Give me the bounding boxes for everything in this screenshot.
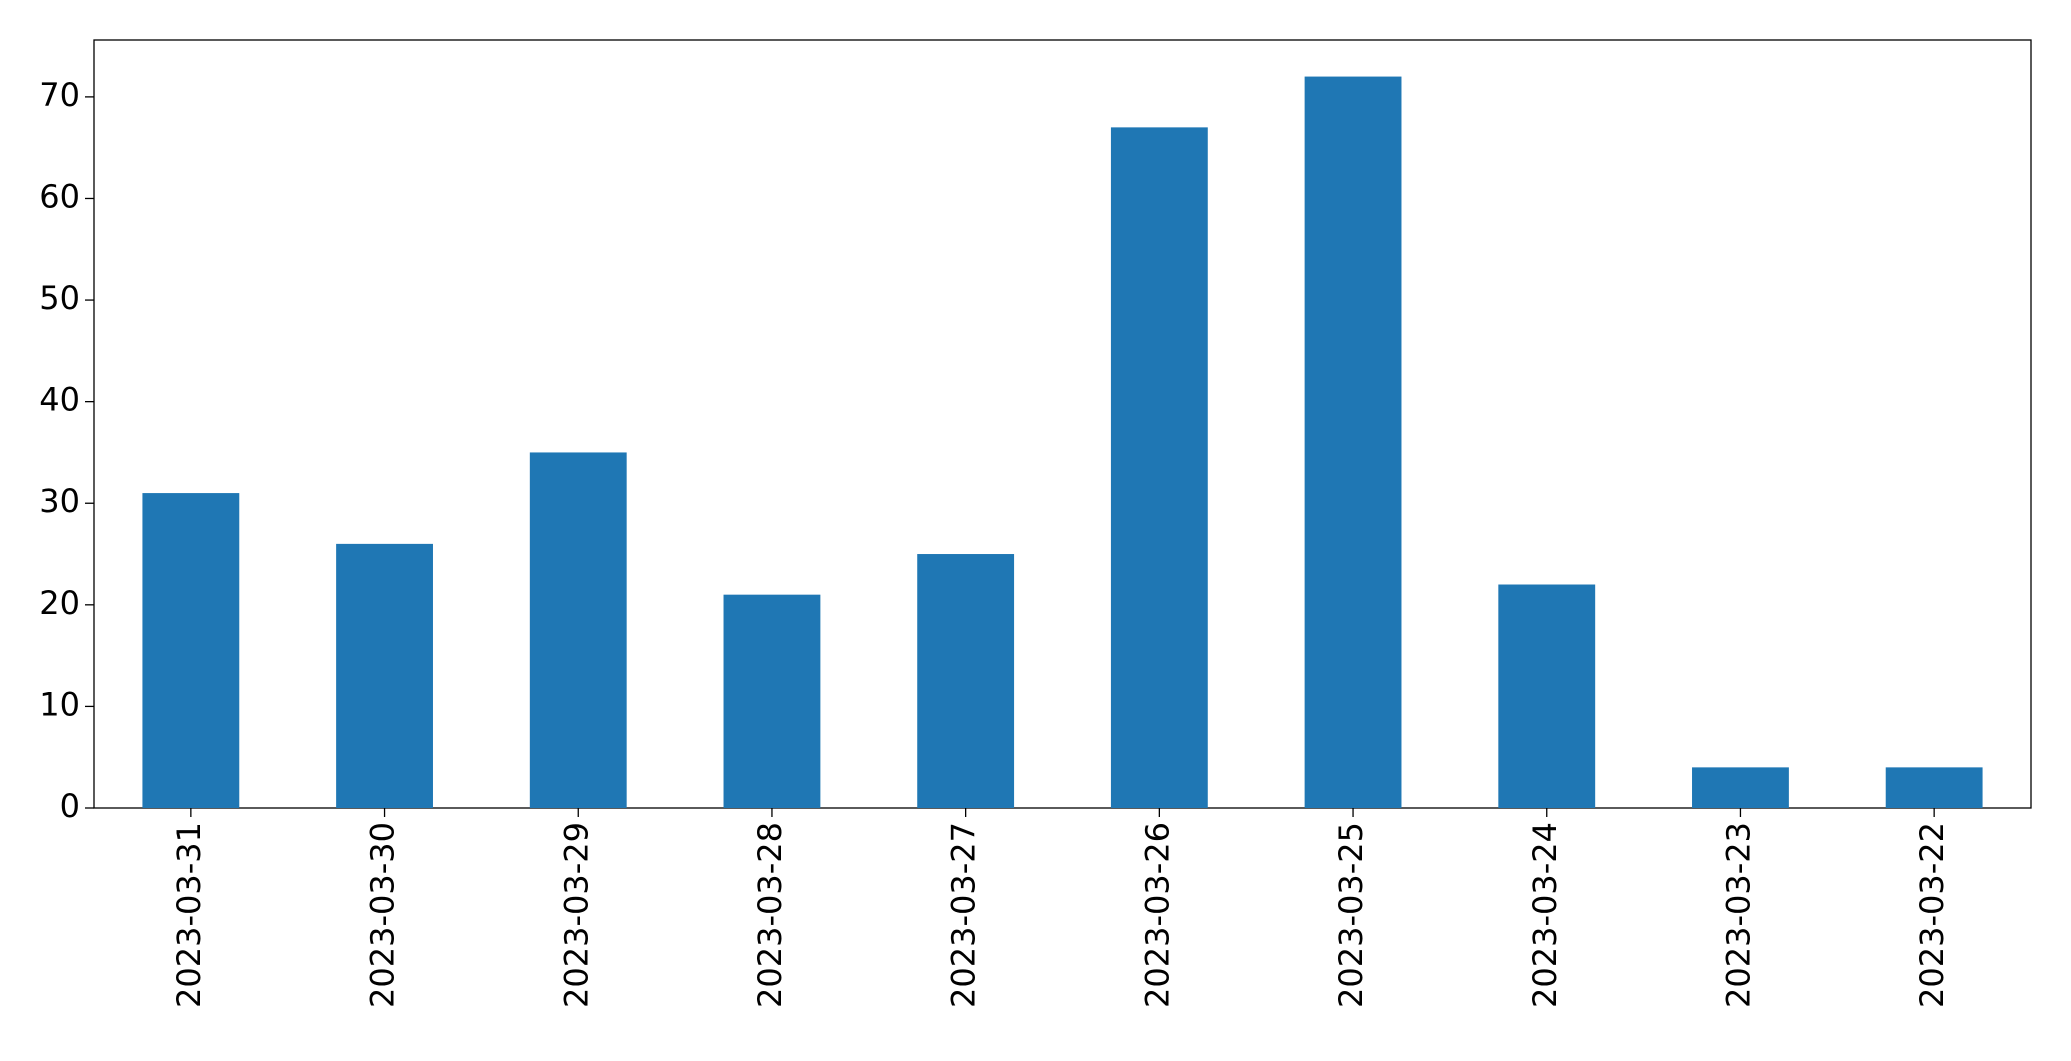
y-tick-label: 0: [60, 787, 80, 825]
bar: [336, 543, 433, 808]
y-tick-label: 10: [39, 685, 80, 723]
bar: [529, 452, 627, 808]
axes-frame: [93, 39, 2032, 809]
x-tick-label: 2023-03-23: [1719, 822, 1757, 1008]
x-tick-label: 2023-03-29: [557, 822, 595, 1008]
y-tick-label: 60: [39, 177, 80, 215]
bar: [1498, 584, 1596, 808]
y-tick-label: 20: [39, 584, 80, 622]
bar: [1304, 76, 1402, 809]
x-tick-label: 2023-03-22: [1913, 822, 1951, 1008]
bar: [142, 493, 240, 808]
y-tick-label: 40: [39, 381, 80, 419]
y-tick-label: 50: [39, 279, 80, 317]
bar: [917, 554, 1015, 808]
y-tick-label: 30: [39, 482, 80, 520]
x-tick-label: 2023-03-31: [170, 822, 208, 1008]
x-tick-label: 2023-03-26: [1138, 822, 1176, 1008]
bar: [1885, 767, 1983, 808]
x-tick-label: 2023-03-25: [1332, 822, 1370, 1008]
bar: [723, 594, 821, 808]
x-tick-label: 2023-03-30: [364, 822, 402, 1008]
x-tick-label: 2023-03-28: [751, 822, 789, 1008]
x-tick-label: 2023-03-24: [1526, 822, 1564, 1008]
y-tick-label: 70: [39, 76, 80, 114]
bar: [1692, 767, 1789, 808]
bar: [1110, 127, 1208, 808]
x-tick-label: 2023-03-27: [945, 822, 983, 1008]
